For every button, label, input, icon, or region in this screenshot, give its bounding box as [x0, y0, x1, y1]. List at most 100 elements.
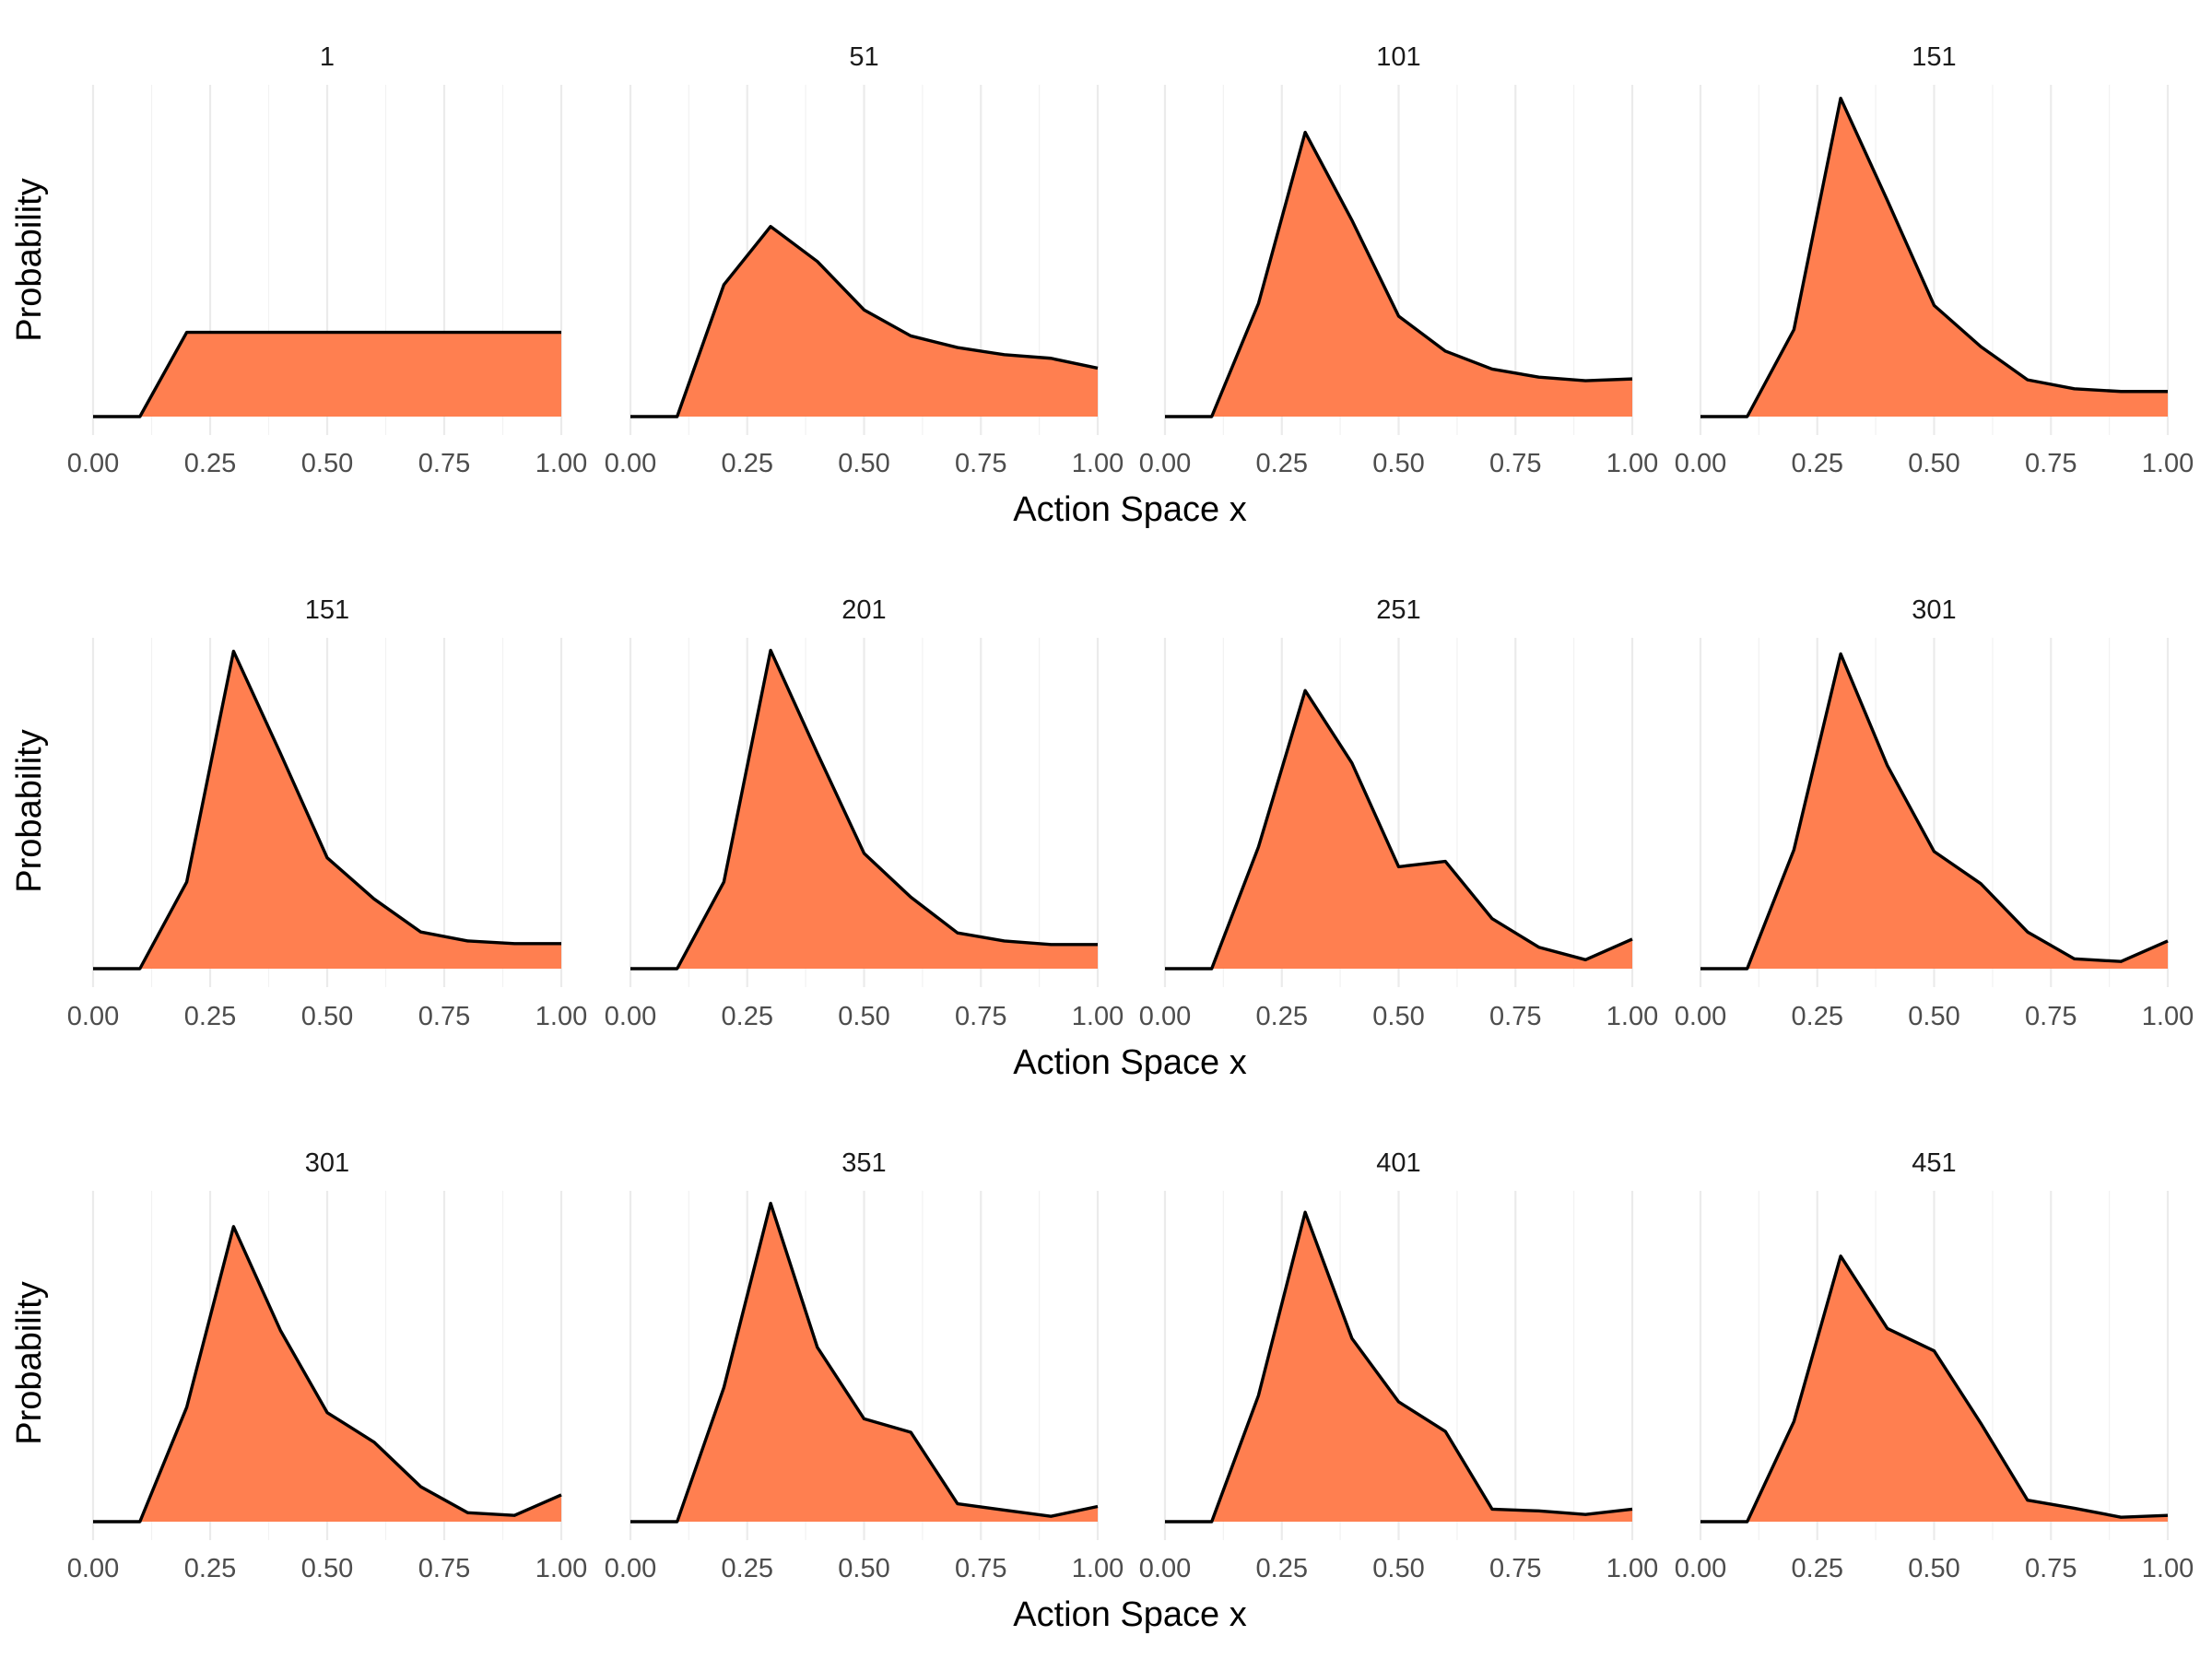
x-tick-label: 0.00	[605, 1554, 656, 1583]
x-tick-label: 0.50	[301, 449, 353, 478]
density-line	[630, 648, 1098, 971]
panel-title: 301	[305, 1148, 349, 1178]
x-tick-label: 0.00	[1675, 1554, 1726, 1583]
x-tick-label: 0.75	[2025, 449, 2077, 478]
x-tick-label: 1.00	[1072, 449, 1124, 478]
facet-panel: 151 0.00 0.25 0.50 0.75 1.00	[1675, 42, 2194, 478]
panel-title: 401	[1376, 1148, 1420, 1178]
density-area	[1700, 98, 2168, 417]
facet-panel: 201 0.00 0.25 0.50 0.75 1.00	[605, 595, 1124, 1031]
panel-title: 251	[1376, 595, 1420, 625]
x-tick-label: 0.50	[1372, 1554, 1424, 1583]
density-line	[630, 225, 1099, 418]
x-tick-label: 0.75	[1489, 449, 1541, 478]
density-area	[93, 332, 561, 417]
facet-row-3: Probability Action Space x 301 0.00 0.25 0.50…	[10, 1148, 2194, 1634]
x-tick-label: 0.25	[184, 449, 236, 478]
x-tick-label: 1.00	[1606, 1554, 1658, 1583]
x-tick-label: 0.00	[1139, 1002, 1191, 1031]
x-tick-label: 0.25	[1256, 1002, 1308, 1031]
x-tick-label: 0.25	[722, 449, 773, 478]
facet-panel: 301 0.00 0.25 0.50 0.75 1.00	[1675, 595, 2194, 1031]
density-area	[1165, 1212, 1632, 1522]
x-tick-label: 0.75	[418, 1554, 470, 1583]
x-tick-label: 0.25	[1256, 1554, 1308, 1583]
x-tick-label: 0.50	[301, 1002, 353, 1031]
density-area	[630, 226, 1098, 417]
x-tick-label: 0.75	[418, 449, 470, 478]
density-line	[1165, 688, 1633, 971]
x-tick-label: 0.00	[67, 1002, 119, 1031]
x-tick-label: 0.50	[1908, 449, 1959, 478]
x-tick-label: 0.00	[1675, 449, 1726, 478]
density-line	[93, 649, 561, 971]
x-tick-label: 0.75	[418, 1002, 470, 1031]
density-area	[93, 651, 561, 969]
x-tick-label: 0.50	[838, 1554, 889, 1583]
x-tick-label: 1.00	[1072, 1002, 1124, 1031]
density-line	[1700, 652, 2169, 971]
x-tick-label: 0.75	[2025, 1554, 2077, 1583]
x-tick-label: 0.25	[1792, 1554, 1843, 1583]
x-tick-label: 0.75	[1489, 1002, 1541, 1031]
x-tick-label: 0.25	[184, 1554, 236, 1583]
density-line	[93, 330, 561, 418]
x-tick-label: 1.00	[2142, 1002, 2194, 1031]
y-axis-title: Probability	[10, 729, 49, 892]
x-tick-label: 0.25	[722, 1002, 773, 1031]
x-tick-label: 0.25	[1792, 1002, 1843, 1031]
facet-row-2: Probability Action Space x 151 0.00 0.25 0.50…	[10, 595, 2194, 1082]
x-tick-label: 1.00	[1606, 449, 1658, 478]
facet-panel: 1 0.00 0.25 0.50 0.75 1.00	[67, 42, 587, 478]
x-tick-label: 0.00	[67, 449, 119, 478]
panel-title: 351	[841, 1148, 886, 1178]
x-tick-label: 0.00	[1675, 1002, 1726, 1031]
panel-title: 101	[1376, 42, 1420, 72]
x-tick-label: 0.00	[605, 449, 656, 478]
panel-title: 451	[1912, 1148, 1956, 1178]
x-tick-label: 1.00	[2142, 449, 2194, 478]
y-axis-title: Probability	[10, 1281, 49, 1444]
x-tick-label: 0.50	[838, 1002, 889, 1031]
density-line	[93, 1225, 562, 1524]
density-area	[1700, 1255, 2168, 1522]
facet-panel: 51 0.00 0.25 0.50 0.75 1.00	[605, 42, 1124, 478]
facet-panel: 301 0.00 0.25 0.50 0.75 1.00	[67, 1148, 587, 1583]
x-tick-label: 0.50	[1908, 1554, 1959, 1583]
x-tick-label: 0.25	[1792, 449, 1843, 478]
x-tick-label: 0.50	[1372, 449, 1424, 478]
density-area	[93, 1226, 561, 1522]
facet-panel: 251 0.00 0.25 0.50 0.75 1.00	[1139, 595, 1658, 1031]
facet-panel: 451 0.00 0.25 0.50 0.75 1.00	[1675, 1148, 2194, 1583]
facet-row-1: Probability Action Space x 1 0.00 0.25 0.50 0.…	[10, 42, 2194, 529]
x-axis-title: Action Space x	[1013, 490, 1246, 529]
x-tick-label: 0.25	[184, 1002, 236, 1031]
x-tick-label: 0.00	[605, 1002, 656, 1031]
facet-panel: 101 0.00 0.25 0.50 0.75 1.00	[1139, 42, 1658, 478]
x-tick-label: 0.75	[1489, 1554, 1541, 1583]
panel-title: 151	[1912, 42, 1956, 72]
x-tick-label: 0.00	[67, 1554, 119, 1583]
x-tick-label: 0.50	[301, 1554, 353, 1583]
panel-title: 301	[1912, 595, 1956, 625]
facet-panel: 351 0.00 0.25 0.50 0.75 1.00	[605, 1148, 1124, 1583]
x-tick-label: 0.50	[838, 449, 889, 478]
x-tick-label: 1.00	[1606, 1002, 1658, 1031]
panel-title: 201	[841, 595, 886, 625]
x-axis-title: Action Space x	[1013, 1595, 1246, 1634]
panel-title: 1	[320, 42, 335, 72]
density-area	[1165, 132, 1632, 417]
x-tick-label: 0.25	[722, 1554, 773, 1583]
x-tick-label: 0.50	[1372, 1002, 1424, 1031]
x-tick-label: 1.00	[2142, 1554, 2194, 1583]
x-tick-label: 1.00	[535, 1554, 587, 1583]
panel-title: 51	[849, 42, 878, 72]
facet-panel: 401 0.00 0.25 0.50 0.75 1.00	[1139, 1148, 1658, 1583]
density-area	[630, 650, 1098, 969]
x-tick-label: 1.00	[535, 1002, 587, 1031]
x-tick-label: 0.75	[955, 1554, 1006, 1583]
x-tick-label: 0.75	[955, 449, 1006, 478]
x-tick-label: 0.75	[955, 1002, 1006, 1031]
y-axis-title: Probability	[10, 178, 49, 341]
